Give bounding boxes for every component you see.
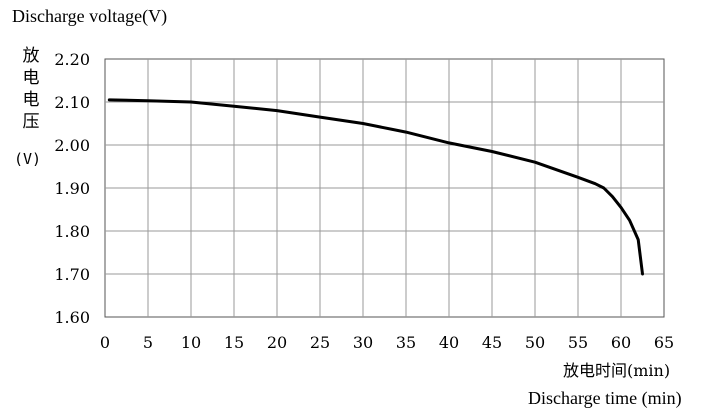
series-line (107, 98, 644, 276)
y-tick-label: 1.80 (54, 222, 90, 241)
x-tick-label: 0 (100, 333, 110, 352)
y-axis-label-char: 放 (22, 46, 40, 66)
x-tick-label: 25 (310, 333, 330, 352)
x-tick-label: 40 (439, 333, 459, 352)
y-tick-label: 1.60 (54, 308, 90, 327)
x-tick-label: 50 (525, 333, 545, 352)
chart-title: Discharge voltage(V) (12, 6, 168, 26)
x-tick-label: 30 (353, 333, 373, 352)
y-axis-label-char: 电 (22, 68, 40, 88)
x-tick-label: 65 (654, 333, 674, 352)
y-axis-label-text: 放电电压 (18, 45, 44, 133)
y-axis-unit: (V) (14, 150, 42, 168)
x-tick-label: 15 (224, 333, 244, 352)
y-tick-label: 2.00 (54, 136, 90, 155)
y-tick-label: 2.10 (54, 93, 90, 112)
y-tick-label: 1.70 (54, 265, 90, 284)
x-tick-label: 20 (267, 333, 287, 352)
y-tick-label: 1.90 (54, 179, 90, 198)
y-axis-label-char: 压 (22, 112, 40, 132)
x-tick-label: 60 (611, 333, 631, 352)
x-tick-label: 55 (568, 333, 588, 352)
y-axis-label: 放电电压 (18, 45, 44, 133)
y-tick-label: 2.20 (54, 50, 90, 69)
x-axis-label: 放电时间(min) (563, 361, 671, 380)
x-tick-label: 35 (396, 333, 416, 352)
y-axis-label-char: 电 (22, 90, 40, 110)
x-tick-label: 45 (482, 333, 502, 352)
x-axis-label-en: Discharge time (min) (528, 388, 682, 408)
x-tick-label: 10 (181, 333, 201, 352)
x-tick-label: 5 (143, 333, 153, 352)
